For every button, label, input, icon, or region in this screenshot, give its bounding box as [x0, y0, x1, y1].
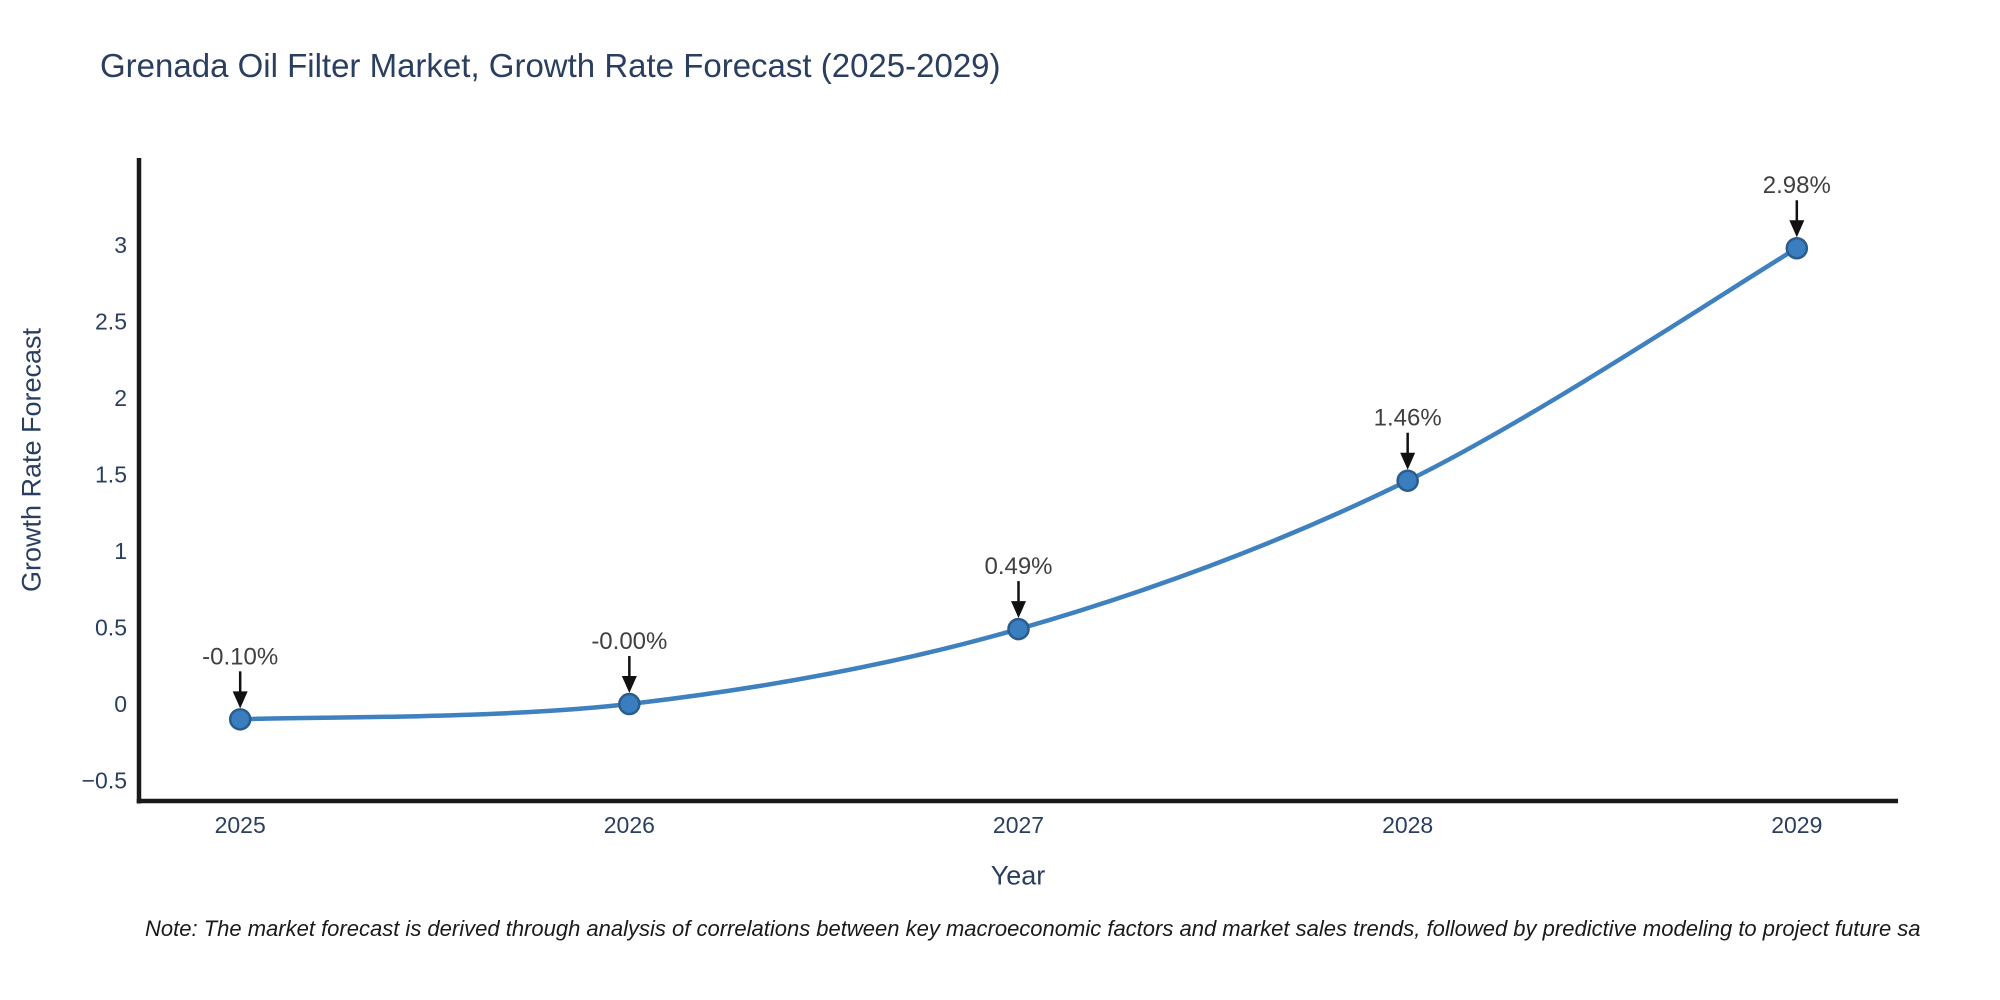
- footnote: Note: The market forecast is derived thr…: [145, 916, 1921, 941]
- data-point-marker: [228, 708, 252, 731]
- chart-title: Grenada Oil Filter Market, Growth Rate F…: [100, 47, 1001, 84]
- annotation-arrow-head: [1400, 452, 1416, 470]
- y-tick-label: 0.5: [95, 615, 127, 641]
- x-tick-label: 2025: [215, 812, 266, 838]
- point-annotation: 2.98%: [1763, 172, 1831, 199]
- data-point-marker: [1785, 236, 1809, 260]
- y-tick-label: 2: [114, 385, 127, 411]
- y-tick-label: −0.5: [82, 768, 127, 794]
- y-tick-label: 3: [114, 232, 127, 258]
- y-tick-label: 1.5: [95, 462, 127, 488]
- x-tick-label: 2026: [604, 812, 655, 838]
- data-point-marker: [618, 692, 641, 716]
- point-annotation: 0.49%: [984, 553, 1052, 580]
- annotation-arrow-head: [1011, 601, 1026, 619]
- y-tick-label: 2.5: [95, 309, 127, 335]
- y-tick-label: 1: [114, 538, 127, 564]
- x-axis-title: Year: [990, 860, 1046, 891]
- x-tick-label: 2029: [1771, 812, 1822, 838]
- x-tick-label: 2027: [993, 812, 1044, 838]
- annotation-arrow-head: [232, 691, 248, 709]
- x-tick-label: 2028: [1382, 812, 1433, 838]
- data-point-marker: [1396, 469, 1419, 492]
- annotation-arrow-head: [1789, 220, 1805, 238]
- point-annotation: -0.00%: [591, 628, 667, 655]
- point-annotation: 1.46%: [1374, 405, 1442, 432]
- y-tick-label: 0: [114, 691, 127, 717]
- point-annotation: -0.10%: [202, 643, 278, 670]
- annotation-arrow-head: [621, 676, 637, 694]
- data-point-marker: [1007, 617, 1030, 641]
- series-line: [237, 245, 1800, 722]
